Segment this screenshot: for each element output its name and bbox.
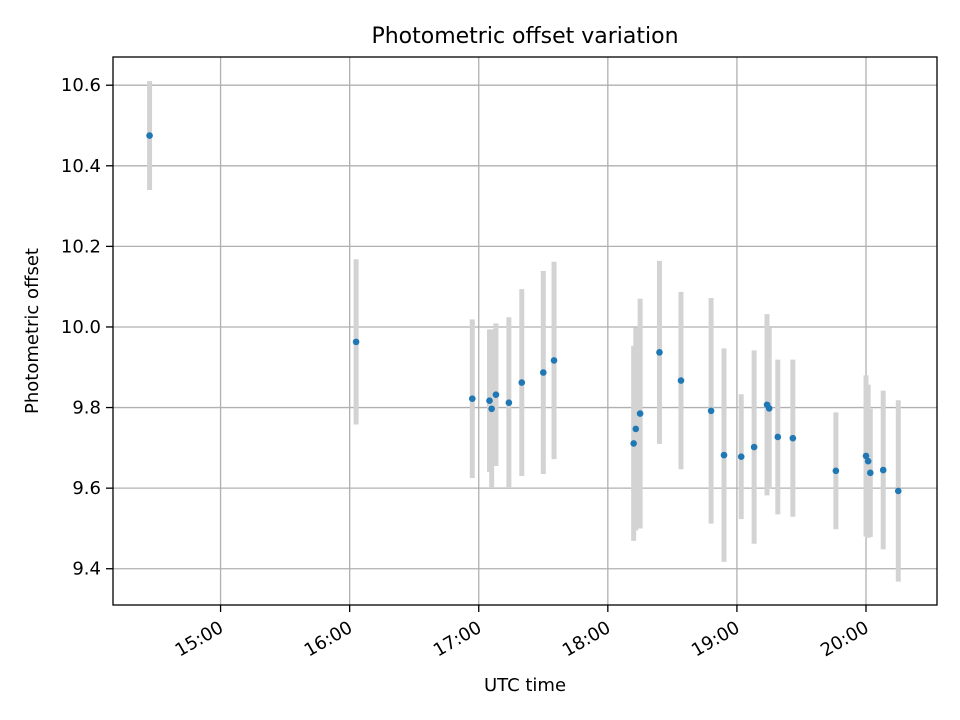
data-point [862, 452, 870, 460]
x-tick-label: 19:00 [688, 617, 743, 661]
data-point [656, 349, 663, 356]
data-point [774, 433, 782, 441]
y-axis-label: Photometric offset [22, 248, 43, 414]
x-tick-label: 16:00 [301, 617, 356, 661]
x-axis-label: UTC time [484, 675, 566, 696]
data-point [720, 451, 728, 459]
plot-frame [112, 56, 938, 606]
chart-title: Photometric offset variation [371, 24, 678, 49]
data-point [737, 453, 745, 461]
data-point [539, 369, 547, 376]
data-point [677, 377, 685, 384]
y-tick-label: 10.0 [61, 317, 101, 338]
y-tick-label: 9.8 [72, 398, 101, 419]
data-point [488, 405, 495, 413]
y-tick-label: 10.4 [61, 156, 101, 177]
y-tick-label: 10.2 [61, 236, 101, 257]
x-tick-label: 20:00 [817, 617, 872, 661]
data-point [864, 457, 872, 465]
data-point [352, 338, 360, 346]
data-point [832, 467, 840, 475]
data-point [765, 405, 773, 412]
x-tick-label: 15:00 [172, 617, 227, 661]
data-point [750, 443, 758, 451]
x-tick-label: 18:00 [559, 617, 614, 661]
y-tick-label: 9.6 [72, 478, 101, 499]
axis-ticks: 15:00 16:00 17:00 18:00 19:00 20:00 9.4 9.6 9.8 1… [61, 75, 873, 661]
data-point [146, 132, 153, 139]
y-tick-label: 9.4 [72, 559, 101, 580]
data-point [707, 407, 715, 415]
error-bars [147, 81, 901, 582]
grid [113, 57, 937, 605]
data-point [894, 487, 902, 495]
data-point [632, 425, 640, 433]
data-point [468, 395, 476, 402]
data-point [630, 440, 637, 447]
data-point [486, 397, 493, 405]
data-point [518, 379, 526, 386]
data-points [146, 132, 902, 495]
data-point [505, 399, 513, 407]
data-point [789, 434, 797, 442]
data-point [550, 357, 558, 364]
data-point [879, 466, 887, 474]
data-point [636, 410, 644, 417]
data-point [492, 391, 500, 398]
data-point [867, 469, 874, 477]
y-tick-label: 10.6 [61, 75, 101, 96]
x-tick-label: 17:00 [430, 617, 485, 661]
